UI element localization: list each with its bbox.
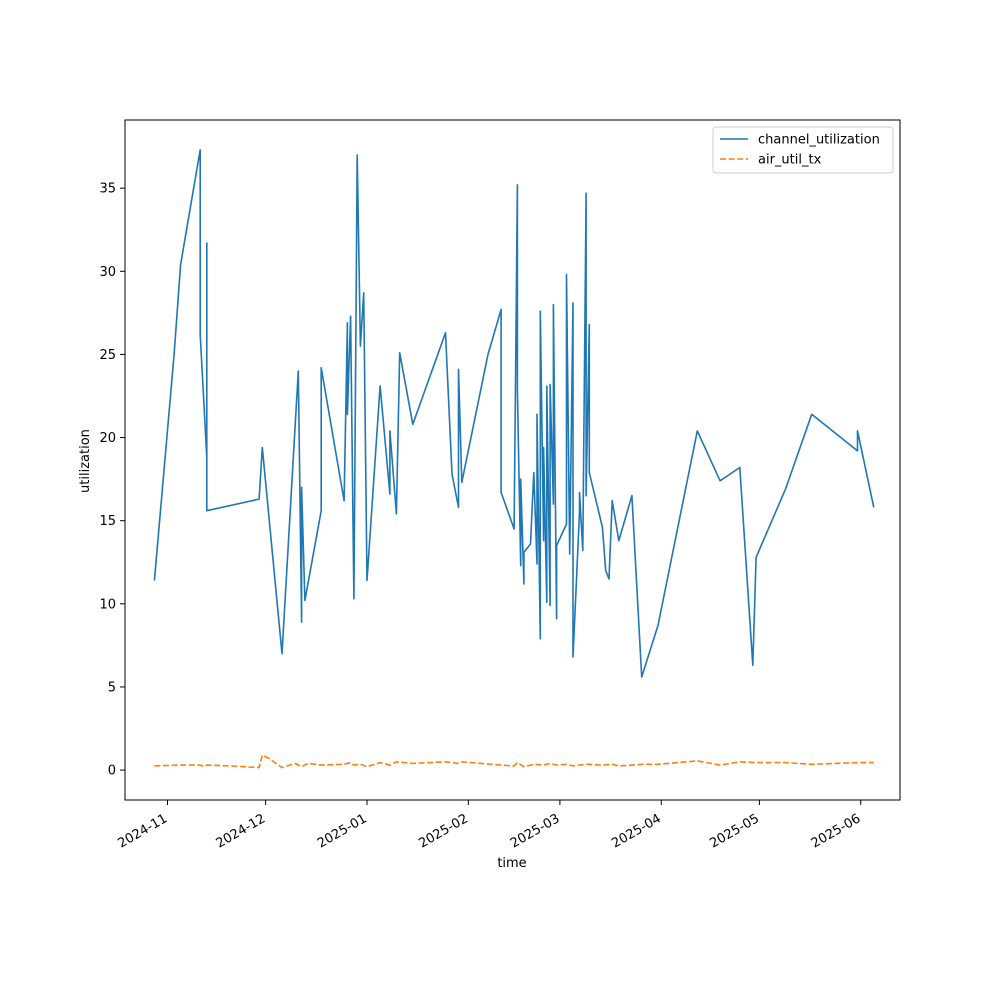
y-tick-label: 15 — [99, 514, 116, 529]
y-axis-label: utilization — [78, 429, 93, 493]
series-line-channel-utilization — [153, 149, 875, 678]
y-tick-label: 25 — [99, 348, 116, 363]
series-line-air-util-tx — [154, 754, 874, 769]
plot-frame — [124, 119, 901, 801]
legend-box — [712, 126, 894, 174]
legend-label-channel-utilization: channel_utilization — [758, 133, 880, 148]
y-tick-label: 5 — [108, 680, 116, 695]
y-tick-label: 0 — [108, 764, 116, 779]
legend: channel_utilization air_util_tx — [712, 126, 894, 174]
y-tick-label: 35 — [99, 182, 116, 197]
y-tick-label: 20 — [99, 431, 116, 446]
y-axis: 0 5 10 15 20 25 30 35 — [99, 182, 125, 779]
y-tick-label: 10 — [99, 597, 116, 612]
x-axis-label: time — [497, 856, 526, 871]
y-tick-label: 30 — [99, 265, 116, 280]
series-layer — [153, 149, 875, 769]
legend-label-air-util-tx: air_util_tx — [758, 153, 822, 168]
